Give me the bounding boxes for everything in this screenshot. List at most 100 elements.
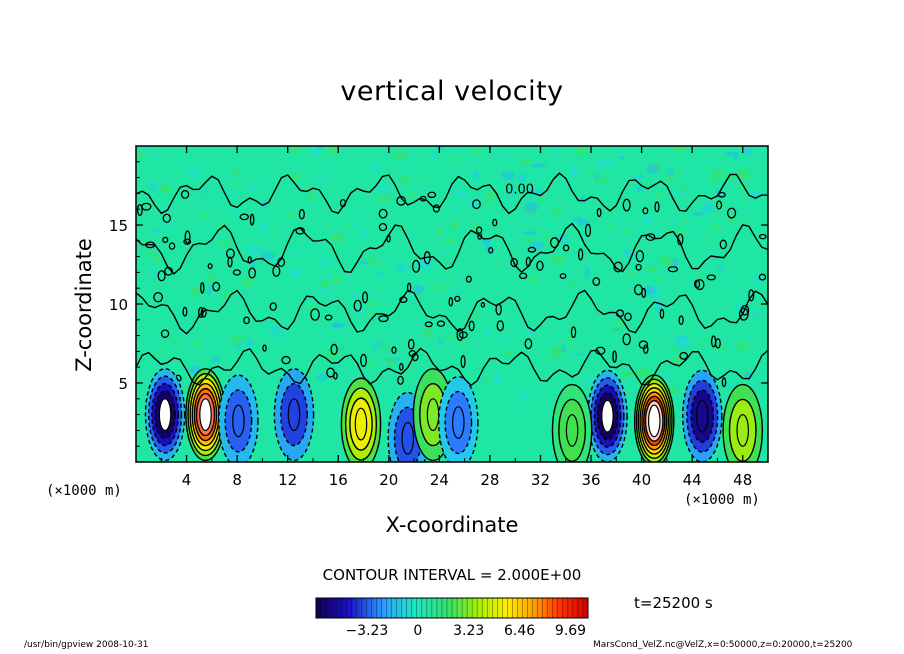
field-patch	[277, 331, 291, 341]
field-patch	[708, 178, 717, 187]
contour-loop	[136, 203, 143, 217]
cell-core	[401, 421, 415, 455]
field-patch	[683, 217, 689, 226]
field-patch	[497, 230, 504, 237]
field-patch	[576, 146, 583, 157]
field-patch	[232, 334, 242, 346]
contour-loop	[475, 226, 483, 234]
field-patch	[360, 228, 368, 238]
cell-core	[354, 407, 368, 441]
cell-core	[736, 414, 750, 447]
field-patch	[158, 347, 171, 358]
field-patch	[717, 266, 725, 275]
contour-loop	[488, 246, 494, 254]
field-patch	[570, 165, 579, 176]
contour-line	[136, 289, 768, 335]
contour-loop	[427, 191, 437, 199]
field-patch	[329, 233, 344, 242]
field-patch	[312, 146, 320, 156]
contour-loop	[378, 208, 388, 219]
contour-loop	[182, 306, 188, 317]
field-patch	[241, 277, 254, 287]
field-patch	[192, 342, 202, 346]
field-patch	[532, 267, 542, 276]
colorbar-tick-label: 9.69	[555, 623, 586, 639]
contour-loop	[232, 269, 241, 276]
field-patch	[654, 191, 664, 198]
field-patch	[404, 165, 418, 173]
contour-loop	[326, 367, 335, 378]
field-patch	[268, 325, 278, 336]
contour-loop	[667, 266, 679, 273]
field-patch	[636, 323, 649, 327]
contour-loop	[162, 213, 172, 223]
contour-loop	[324, 314, 333, 321]
field-patch	[450, 220, 460, 229]
contour-loop	[360, 353, 367, 368]
contour-loop	[480, 301, 486, 308]
contour-loop	[162, 236, 169, 243]
contour-loop	[721, 377, 727, 388]
field-patch	[409, 192, 418, 199]
field-patch	[520, 172, 525, 183]
x-tick-label: 16	[329, 471, 348, 489]
field-patch	[432, 308, 443, 312]
field-patch	[198, 261, 204, 271]
contour-loop	[248, 267, 257, 279]
colorbar-ticks: −3.23 0 3.23 6.46 9.69	[345, 623, 586, 639]
field-patch	[150, 182, 158, 191]
contour-loop	[635, 263, 642, 271]
field-patch	[641, 285, 657, 295]
field-patch	[437, 339, 443, 344]
field-patch	[473, 148, 483, 157]
contour-interval-label: CONTOUR INTERVAL = 2.000E+00	[322, 566, 582, 584]
contour-loop	[353, 299, 362, 312]
field-patch	[609, 328, 617, 335]
x-tick-label: 20	[379, 471, 398, 489]
contour-loop	[592, 277, 601, 286]
field-patch	[494, 257, 500, 268]
field-patch	[531, 163, 546, 168]
contour-loop	[633, 284, 643, 296]
field-patch	[429, 155, 439, 159]
contour-loop	[168, 242, 176, 250]
field-patch	[556, 148, 561, 154]
field-patch	[530, 360, 542, 365]
field-patch	[159, 184, 172, 194]
field-patch	[735, 174, 750, 179]
field-patch	[694, 268, 702, 277]
field-patch	[247, 210, 264, 216]
x-axis-ticks: 4 8 12 16 20 24 28 32 36 40 44 48	[160, 146, 769, 489]
field-patch	[540, 230, 549, 239]
field-patch	[530, 384, 538, 396]
field-patch	[210, 356, 221, 363]
contour-loop	[460, 354, 466, 368]
field-patch	[641, 217, 654, 224]
contour-loop	[715, 200, 723, 210]
field-patch	[216, 219, 221, 230]
field-patch	[552, 207, 562, 218]
contour-loop	[677, 233, 684, 246]
field-patch	[414, 208, 422, 213]
field-patch	[342, 239, 348, 246]
cell-core	[287, 398, 301, 432]
field-patch	[677, 368, 687, 380]
x-tick-label: 36	[581, 471, 600, 489]
contour-loop	[153, 292, 164, 303]
contour-loop	[536, 260, 544, 271]
field-patch	[200, 189, 211, 195]
field-patch	[155, 282, 167, 290]
field-patch	[593, 311, 598, 315]
x-unit-label-left: (×1000 m)	[46, 483, 122, 499]
field-patch	[396, 263, 407, 273]
field-patch	[350, 293, 358, 300]
field-patch	[158, 277, 174, 285]
field-patch	[684, 358, 699, 368]
field-patch	[471, 215, 480, 225]
field-patch	[397, 373, 414, 384]
contour-loop	[262, 344, 267, 352]
field-patch	[330, 275, 343, 285]
field-patch	[332, 362, 343, 372]
field-patch	[139, 380, 153, 386]
